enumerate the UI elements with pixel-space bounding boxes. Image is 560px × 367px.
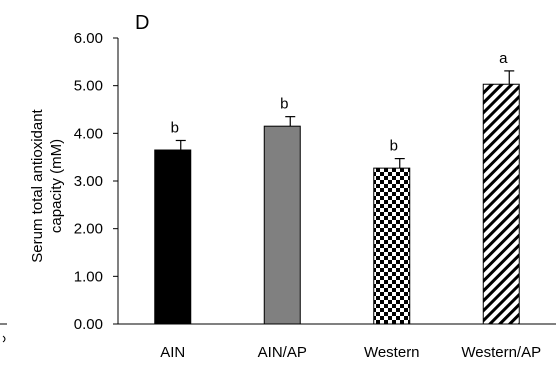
bar: [263, 125, 301, 325]
x-tick-labels: AIN AIN/AP Western Western/AP: [160, 344, 541, 361]
y-tick-label: 3.00: [74, 173, 103, 190]
y-tick-label: 2.00: [74, 221, 103, 238]
x-tick-label: AIN/AP: [258, 344, 307, 361]
significance-label: b: [390, 138, 398, 155]
panel-label: D: [135, 12, 149, 34]
significance-label: a: [499, 50, 508, 67]
cropped-edge-marks: [0, 323, 7, 343]
x-tick-label: Western: [364, 344, 420, 361]
x-tick-label: Western/AP: [461, 344, 541, 361]
y-axis-label-line-2: capacity (mM): [48, 139, 65, 233]
y-axis-label-line-1: Serum total antioxidant: [29, 108, 46, 262]
bar: [154, 149, 192, 325]
y-tick-labels: 0.00 1.00 2.00 3.00 4.00 5.00 6.00: [74, 30, 103, 333]
y-tick-label: 1.00: [74, 268, 103, 285]
y-axis-label: Serum total antioxidant capacity (mM): [29, 108, 65, 262]
y-tick-label: 5.00: [74, 78, 103, 95]
y-tick-label: 4.00: [74, 125, 103, 142]
significance-label: b: [280, 96, 288, 113]
y-tick-label: 0.00: [74, 316, 103, 333]
bar: [482, 83, 520, 325]
bar: [373, 167, 411, 325]
bars: b b b a: [154, 50, 520, 325]
x-tick-label: AIN: [160, 344, 185, 361]
y-tick-label: 6.00: [74, 30, 103, 47]
significance-label: b: [171, 119, 179, 136]
